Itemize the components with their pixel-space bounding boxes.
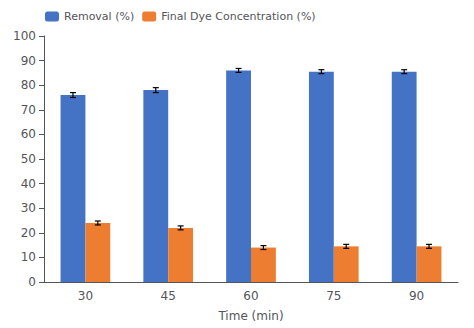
svg-text:80: 80 [21, 78, 36, 92]
svg-text:Time (min): Time (min) [217, 309, 283, 323]
svg-text:Final Dye Concentration (%): Final Dye Concentration (%) [161, 10, 315, 23]
svg-text:45: 45 [161, 289, 176, 303]
svg-text:100: 100 [13, 29, 36, 43]
svg-text:50: 50 [21, 152, 36, 166]
svg-text:30: 30 [78, 289, 93, 303]
svg-text:40: 40 [21, 177, 36, 191]
svg-text:75: 75 [326, 289, 341, 303]
svg-text:Removal (%): Removal (%) [64, 10, 134, 23]
svg-text:90: 90 [21, 54, 36, 68]
svg-text:30: 30 [21, 201, 36, 215]
svg-text:60: 60 [21, 127, 36, 141]
svg-text:0: 0 [28, 275, 36, 289]
svg-text:20: 20 [21, 226, 36, 240]
svg-text:10: 10 [21, 250, 36, 264]
svg-text:60: 60 [243, 289, 258, 303]
svg-text:70: 70 [21, 103, 36, 117]
svg-text:90: 90 [409, 289, 424, 303]
